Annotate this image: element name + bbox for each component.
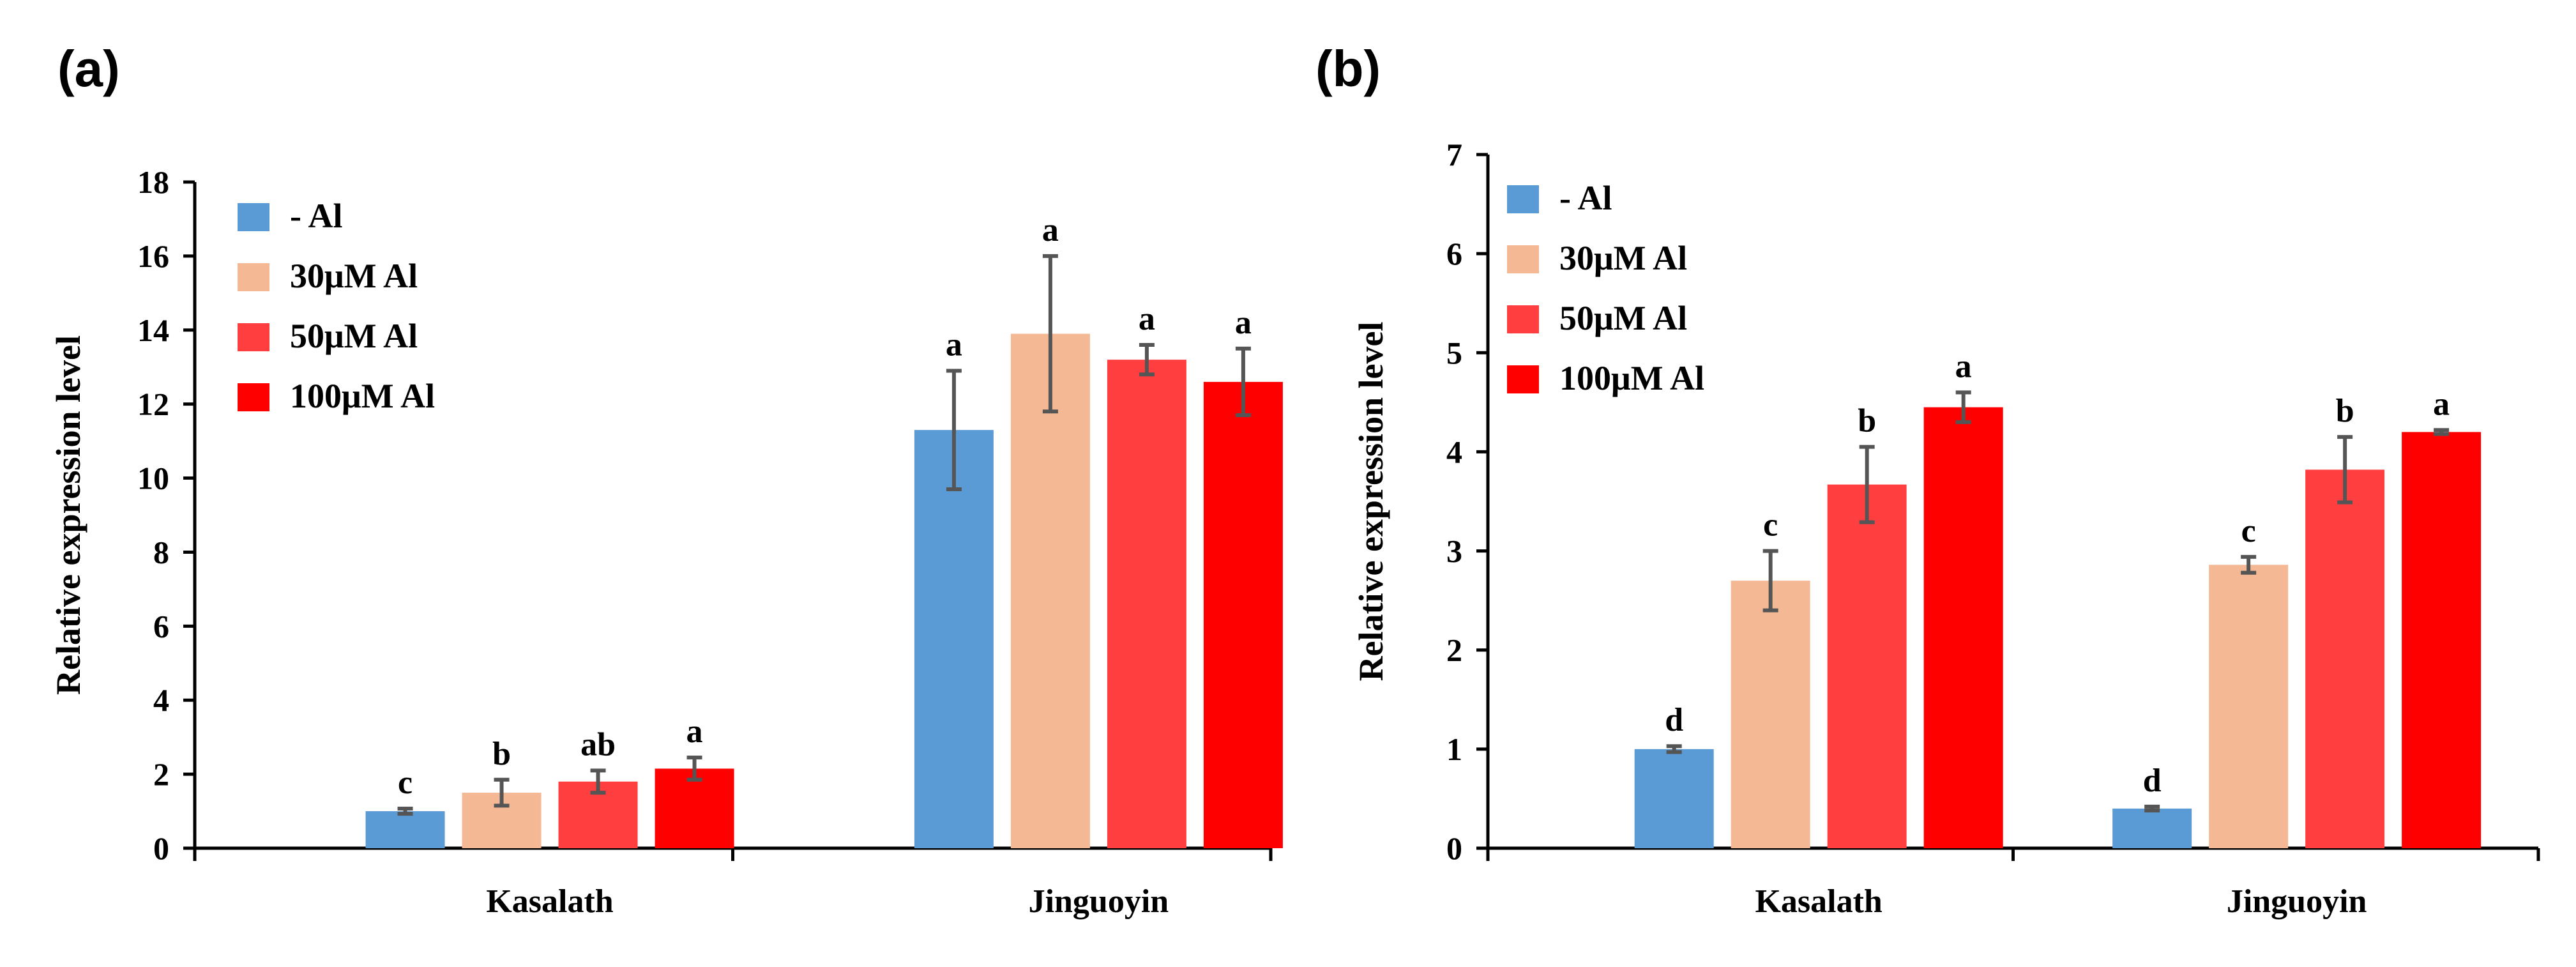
panel-a-bar (365, 811, 445, 848)
panel-a-category-label: Jinguoyin (1029, 883, 1169, 920)
panel-a-legend-swatch (238, 203, 269, 231)
panel-b-ytick-label: 3 (1446, 533, 1462, 569)
panel-b-ytick-label: 6 (1446, 236, 1462, 271)
panel-b-bar (2402, 432, 2481, 848)
panel-b-legend-label: 100μM Al (1559, 359, 1704, 397)
panel-a-legend-swatch (238, 383, 269, 411)
panel-b-significance-label: b (2336, 393, 2354, 429)
panel-b-bar (2209, 565, 2289, 848)
panel-a-significance-label: b (492, 736, 511, 772)
panel-a-bar (914, 430, 994, 848)
panel-b-legend-swatch (1507, 305, 1539, 333)
panel-b-legend-label: - Al (1559, 179, 1612, 217)
panel-b-chart: (b) Relative expression level 0 1 2 3 4 5 6 7 Kasa… (1315, 40, 2540, 920)
panel-b-bar (2112, 808, 2192, 848)
panel-a-significance-label: ab (580, 726, 616, 763)
panel-a-ytick-label: 8 (153, 534, 169, 570)
panel-a-category-label: Kasalath (486, 883, 613, 920)
panel-b-ytick-label: 1 (1446, 731, 1462, 767)
panel-b-bar (2305, 469, 2385, 848)
panel-b-bar (1634, 749, 1714, 848)
panel-a-bar (1203, 381, 1283, 848)
panel-b-legend-swatch (1507, 245, 1539, 273)
panel-b-significance-label: d (2143, 763, 2162, 799)
panel-a-ytick-label: 16 (137, 238, 169, 274)
panel-b-ylabel: Relative expression level (1352, 322, 1390, 681)
panel-b-bar (1731, 581, 1810, 848)
panel-b-ytick-label: 4 (1446, 434, 1462, 469)
panel-b-ytick-label: 2 (1446, 632, 1462, 668)
panel-a-ytick-label: 2 (153, 756, 169, 792)
panel-a-significance-label: a (1042, 212, 1059, 248)
panel-a-significance-label: c (398, 765, 413, 801)
panel-a-bar (1107, 360, 1186, 848)
panel-a-ylabel: Relative expression level (49, 335, 87, 695)
panel-b-bar (1827, 484, 1907, 848)
panel-a-legend-label: 50μM Al (290, 317, 418, 355)
panel-a-ytick-label: 4 (153, 682, 169, 718)
panel-b-label: (b) (1315, 40, 1381, 97)
panel-b-significance-label: c (1763, 507, 1778, 544)
panel-b-significance-label: d (1665, 702, 1683, 738)
panel-b-category-label: Jinguoyin (2227, 883, 2367, 920)
panel-a-significance-label: a (1235, 305, 1252, 341)
panel-a-significance-label: a (1139, 301, 1155, 337)
panel-a-legend-swatch (238, 263, 269, 291)
panel-a-ytick-label: 0 (153, 830, 169, 866)
panel-b-category-label: Kasalath (1755, 883, 1882, 920)
panel-a-bar (655, 768, 734, 848)
panel-b-ytick-label: 0 (1446, 830, 1462, 866)
panel-b-legend-label: 50μM Al (1559, 299, 1687, 337)
panel-a-legend-label: - Al (290, 197, 343, 235)
panel-b-ytick-label: 7 (1446, 137, 1462, 172)
panel-a-significance-label: a (946, 327, 962, 363)
panel-b-legend-swatch (1507, 185, 1539, 213)
panel-b-significance-label: b (1858, 403, 1876, 439)
panel-b-legend-swatch (1507, 365, 1539, 393)
panel-a-bar (1010, 333, 1090, 848)
panel-a-ytick-label: 14 (137, 312, 169, 348)
panel-a-legend-swatch (238, 323, 269, 351)
panel-b-significance-label: a (1955, 348, 1972, 385)
panel-a-ytick-label: 18 (137, 164, 169, 200)
panel-a-chart: (a) Relative expression level 0 2 4 6 8 10 12 14 1… (49, 40, 1283, 920)
panel-b-bar (1923, 407, 2003, 848)
panel-a-legend-label: 30μM Al (290, 257, 418, 295)
panel-a-ytick-label: 12 (137, 386, 169, 422)
panel-a-ytick-label: 6 (153, 608, 169, 644)
panel-a-significance-label: a (686, 713, 703, 750)
panel-b-ytick-label: 5 (1446, 335, 1462, 370)
panel-b-significance-label: c (2241, 513, 2256, 549)
panel-a-ytick-label: 10 (137, 461, 169, 496)
panel-b-legend-label: 30μM Al (1559, 239, 1687, 277)
panel-b-significance-label: a (2433, 386, 2450, 422)
panel-a-label: (a) (57, 40, 120, 97)
panel-a-legend-label: 100μM Al (290, 377, 435, 415)
